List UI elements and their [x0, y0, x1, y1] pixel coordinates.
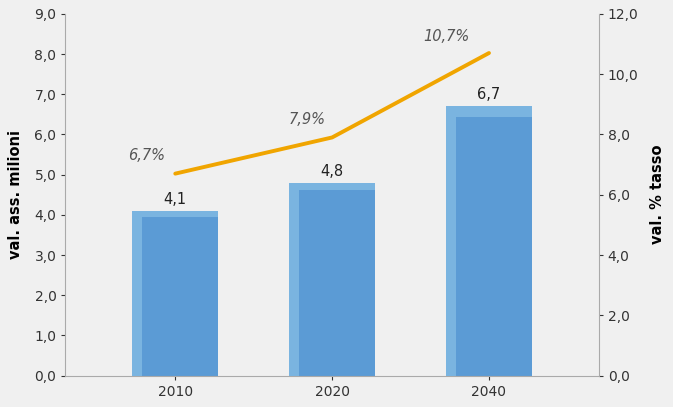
Bar [289, 183, 376, 190]
Bar [289, 183, 299, 376]
Bar [446, 106, 532, 376]
Text: 4,8: 4,8 [320, 164, 344, 179]
Text: 4,1: 4,1 [164, 192, 187, 207]
Bar [446, 106, 456, 376]
Text: 6,7%: 6,7% [129, 148, 165, 163]
Bar [132, 211, 219, 376]
Text: 7,9%: 7,9% [288, 112, 325, 127]
Y-axis label: val. % tasso: val. % tasso [649, 145, 665, 245]
Text: 10,7%: 10,7% [423, 29, 469, 44]
Y-axis label: val. ass. milioni: val. ass. milioni [8, 130, 24, 259]
Bar [132, 211, 219, 217]
Bar [289, 183, 376, 376]
Bar [132, 211, 143, 376]
Text: 6,7: 6,7 [477, 87, 501, 102]
Bar [446, 106, 532, 117]
